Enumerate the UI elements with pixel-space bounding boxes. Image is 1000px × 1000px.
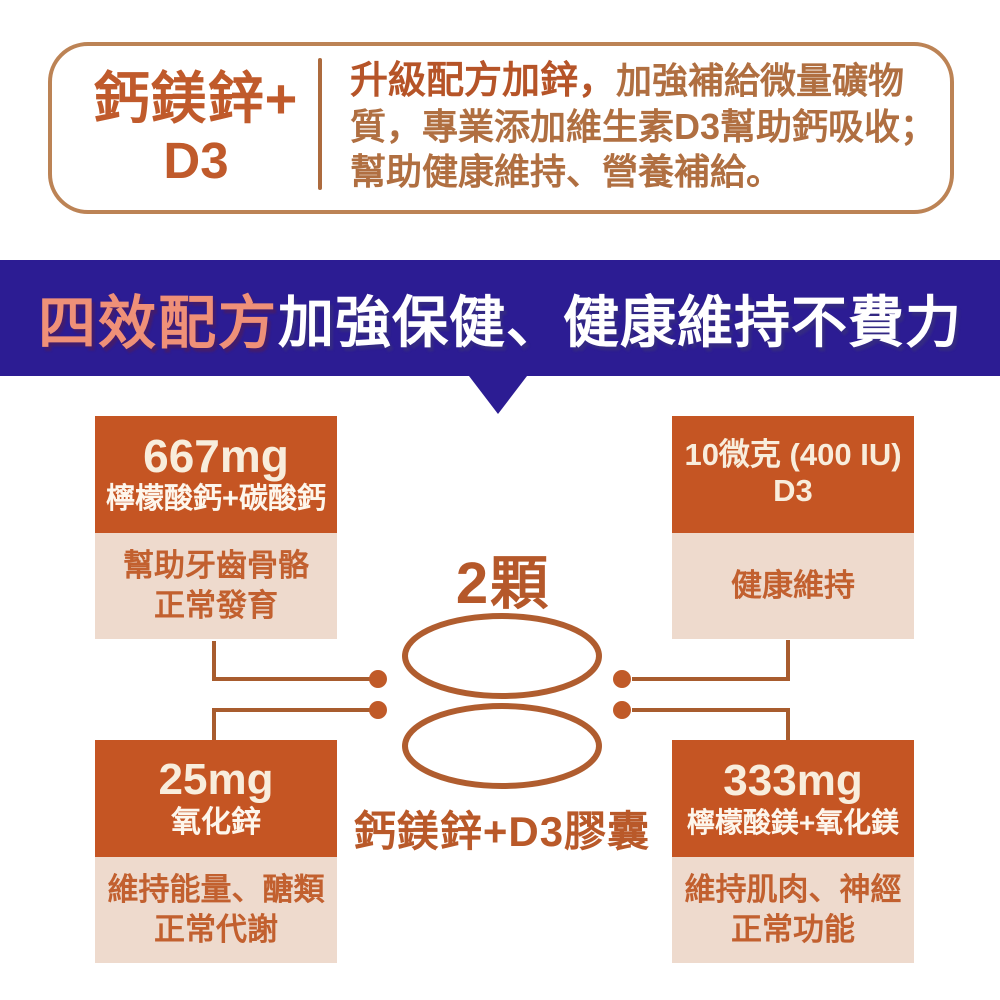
- connector-line: [212, 677, 370, 681]
- product-name-line2: D3: [163, 131, 229, 189]
- description-line-3: 幫助健康維持、營養補給。: [350, 151, 783, 192]
- description-line-1-rest: 加強補給微量礦物: [616, 60, 905, 101]
- capsule-label: 鈣鎂鋅+D3膠囊: [353, 808, 651, 855]
- connector-line: [786, 708, 790, 740]
- card-d3: 10微克 (400 IU) D3 健康維持: [672, 416, 914, 639]
- card-calcium-benefit: 幫助牙齒骨骼 正常發育: [95, 533, 337, 639]
- connector-dot: [613, 701, 631, 719]
- card-zinc-header: 25mg 氧化鋅: [95, 740, 337, 857]
- card-zinc-amount: 25mg: [158, 754, 274, 804]
- product-title-card: 鈣鎂鋅+ D3 升級配方加鋅，加強補給微量礦物 質，專業添加維生素D3幫助鈣吸收…: [48, 42, 954, 214]
- description-line-1: 升級配方加鋅，加強補給微量礦物: [350, 58, 950, 104]
- card-d3-header: 10微克 (400 IU) D3: [672, 416, 914, 533]
- connector-dot: [369, 670, 387, 688]
- connector-dot: [613, 670, 631, 688]
- connector-line: [786, 640, 790, 681]
- capsules-icon: [402, 613, 602, 789]
- card-d3-benefit: 健康維持: [672, 533, 914, 639]
- card-magnesium-benefit: 維持肌肉、神經 正常功能: [672, 857, 914, 963]
- card-d3-amount: 10微克 (400 IU): [684, 437, 902, 473]
- dose-count: 2顆: [455, 551, 551, 616]
- product-name-line1: 鈣鎂鋅+: [93, 67, 299, 131]
- card-d3-ingredient: D3: [773, 472, 813, 508]
- headline-banner: 四效配方 加強保健、健康維持不費力: [0, 260, 1000, 376]
- card-zinc: 25mg 氧化鋅 維持能量、醣類 正常代謝: [95, 740, 337, 963]
- product-name: 鈣鎂鋅+ D3: [72, 46, 320, 210]
- card-calcium: 667mg 檸檬酸鈣+碳酸鈣 幫助牙齒骨骼 正常發育: [95, 416, 337, 639]
- headline-highlight: 四效配方: [37, 291, 278, 356]
- card-magnesium: 333mg 檸檬酸鎂+氧化鎂 維持肌肉、神經 正常功能: [672, 740, 914, 963]
- banner-pointer-triangle: [469, 376, 527, 414]
- connector-line: [632, 677, 790, 681]
- description-lead: 升級配方加鋅，: [350, 60, 617, 102]
- card-calcium-amount: 667mg: [143, 429, 289, 482]
- connector-dot: [369, 701, 387, 719]
- connector-line: [212, 708, 370, 712]
- card-magnesium-amount: 333mg: [723, 756, 863, 806]
- card-magnesium-ingredient: 檸檬酸鎂+氧化鎂: [686, 806, 900, 838]
- card-magnesium-header: 333mg 檸檬酸鎂+氧化鎂: [672, 740, 914, 857]
- product-description: 升級配方加鋅，加強補給微量礦物 質，專業添加維生素D3幫助鈣吸收； 幫助健康維持…: [350, 58, 950, 194]
- card-calcium-ingredient: 檸檬酸鈣+碳酸鈣: [106, 483, 326, 516]
- connector-line: [212, 708, 216, 740]
- description-line-2: 質，專業添加維生素D3幫助鈣吸收；: [350, 106, 937, 147]
- connector-line: [212, 641, 216, 681]
- card-calcium-header: 667mg 檸檬酸鈣+碳酸鈣: [95, 416, 337, 533]
- connector-line: [632, 708, 790, 712]
- card-zinc-benefit: 維持能量、醣類 正常代謝: [95, 857, 337, 963]
- vertical-divider: [318, 58, 322, 190]
- card-zinc-ingredient: 氧化鋅: [171, 805, 261, 839]
- headline-text: 加強保健、健康維持不費力: [278, 290, 962, 354]
